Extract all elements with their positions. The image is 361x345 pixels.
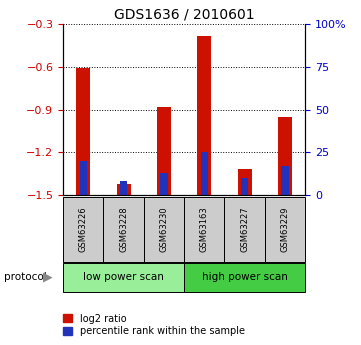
Bar	[184, 197, 225, 262]
Text: GSM63226: GSM63226	[79, 207, 88, 252]
Bar	[63, 263, 184, 292]
Bar	[117, 184, 131, 195]
Text: GSM63163: GSM63163	[200, 207, 209, 252]
Legend: log2 ratio, percentile rank within the sample: log2 ratio, percentile rank within the s…	[61, 312, 247, 338]
Text: GSM63230: GSM63230	[160, 207, 169, 252]
Bar	[238, 169, 252, 195]
Bar	[278, 117, 292, 195]
Bar	[201, 152, 208, 195]
Bar	[241, 178, 248, 195]
Text: GSM63227: GSM63227	[240, 207, 249, 252]
Bar	[63, 197, 104, 262]
Bar	[265, 197, 305, 262]
Bar	[144, 197, 184, 262]
Bar	[160, 173, 168, 195]
Text: high power scan: high power scan	[202, 272, 287, 282]
Text: GSM63228: GSM63228	[119, 207, 128, 252]
Text: protocol: protocol	[4, 272, 46, 282]
Bar	[184, 263, 305, 292]
Bar	[76, 68, 90, 195]
Bar	[157, 107, 171, 195]
Text: GSM63229: GSM63229	[280, 207, 290, 252]
Bar	[225, 197, 265, 262]
Text: low power scan: low power scan	[83, 272, 164, 282]
Bar	[197, 36, 211, 195]
Bar	[120, 181, 127, 195]
Title: GDS1636 / 2010601: GDS1636 / 2010601	[114, 8, 255, 22]
Bar	[281, 166, 288, 195]
Bar	[80, 161, 87, 195]
Bar	[104, 197, 144, 262]
Text: ▶: ▶	[43, 271, 52, 284]
